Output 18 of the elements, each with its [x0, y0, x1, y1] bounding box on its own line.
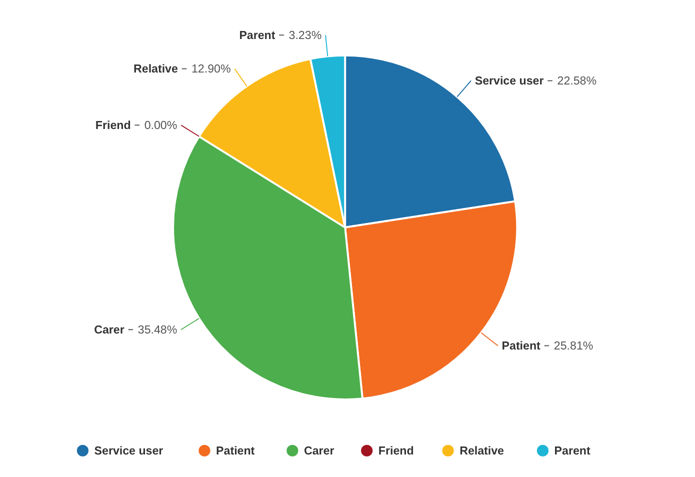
category-label: Parent [239, 30, 276, 42]
data-label: 3.23% [288, 30, 322, 42]
category-label: Relative [134, 64, 178, 76]
legend-label: Parent [554, 446, 590, 458]
legend-label: Patient [216, 446, 255, 458]
legend-label: Service user [94, 446, 164, 458]
slice-label: Service user [474, 76, 544, 88]
slice-label: Patient [502, 340, 541, 353]
text: 0.00% [144, 120, 178, 132]
data-label: 35.48% [138, 324, 178, 336]
category-label: Friend [95, 120, 131, 132]
legend-label: Friend [378, 446, 414, 458]
legend-label: Relative [460, 446, 505, 458]
data-label: 12.90% [191, 64, 231, 76]
data-label: 22.58% [557, 76, 597, 88]
legend-label: Carer [304, 446, 335, 458]
data-label: 25.81% [554, 340, 594, 353]
slice-label: Carer [94, 324, 125, 336]
